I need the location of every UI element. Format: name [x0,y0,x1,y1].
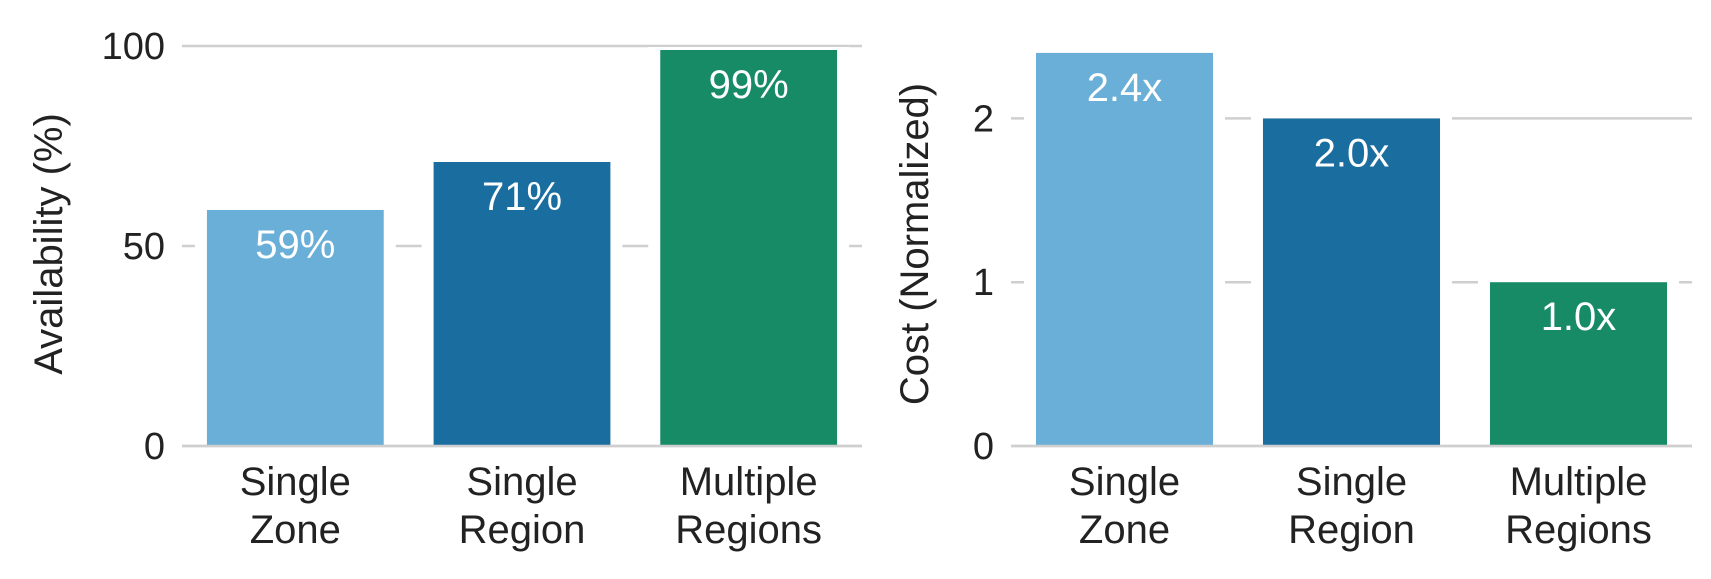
bar [206,210,384,445]
x-tick-label: Single [1296,460,1407,504]
x-tick-label: Single [240,460,351,504]
y-tick-label: 2 [973,98,994,140]
bar [1262,118,1441,446]
y-tick-label: 100 [102,26,165,68]
x-tick-label: Region [1288,508,1415,552]
bar [433,162,611,445]
x-tick-label: Multiple [1510,460,1648,504]
bar-data-label: 59% [255,223,335,267]
y-tick-label: 50 [123,226,165,268]
x-tick-label: Zone [1079,508,1170,552]
bar [1489,282,1668,445]
y-axis-label: Cost (Normalized) [893,83,937,405]
bar [1035,52,1214,446]
x-tick-label: Region [459,508,586,552]
y-axis-label: Availability (%) [27,113,71,375]
x-tick-label: Single [1069,460,1180,504]
x-tick-label: Zone [250,508,341,552]
x-tick-label: Single [466,460,577,504]
availability-chart: 05010059%SingleZone71%SingleRegion99%Mul… [27,26,862,552]
x-tick-label: Multiple [680,460,818,504]
y-tick-label: 0 [973,426,994,468]
bar [660,50,838,445]
x-tick-label: Regions [675,508,822,552]
bar-data-label: 2.0x [1314,131,1390,175]
bar-data-label: 99% [709,63,789,107]
x-tick-label: Regions [1505,508,1652,552]
bar-data-label: 71% [482,175,562,219]
y-tick-label: 0 [144,426,165,468]
bar-data-label: 1.0x [1541,295,1617,339]
y-tick-label: 1 [973,262,994,304]
cost-chart: 0122.4xSingleZone2.0xSingleRegion1.0xMul… [893,49,1692,552]
bar-data-label: 2.4x [1087,66,1163,110]
